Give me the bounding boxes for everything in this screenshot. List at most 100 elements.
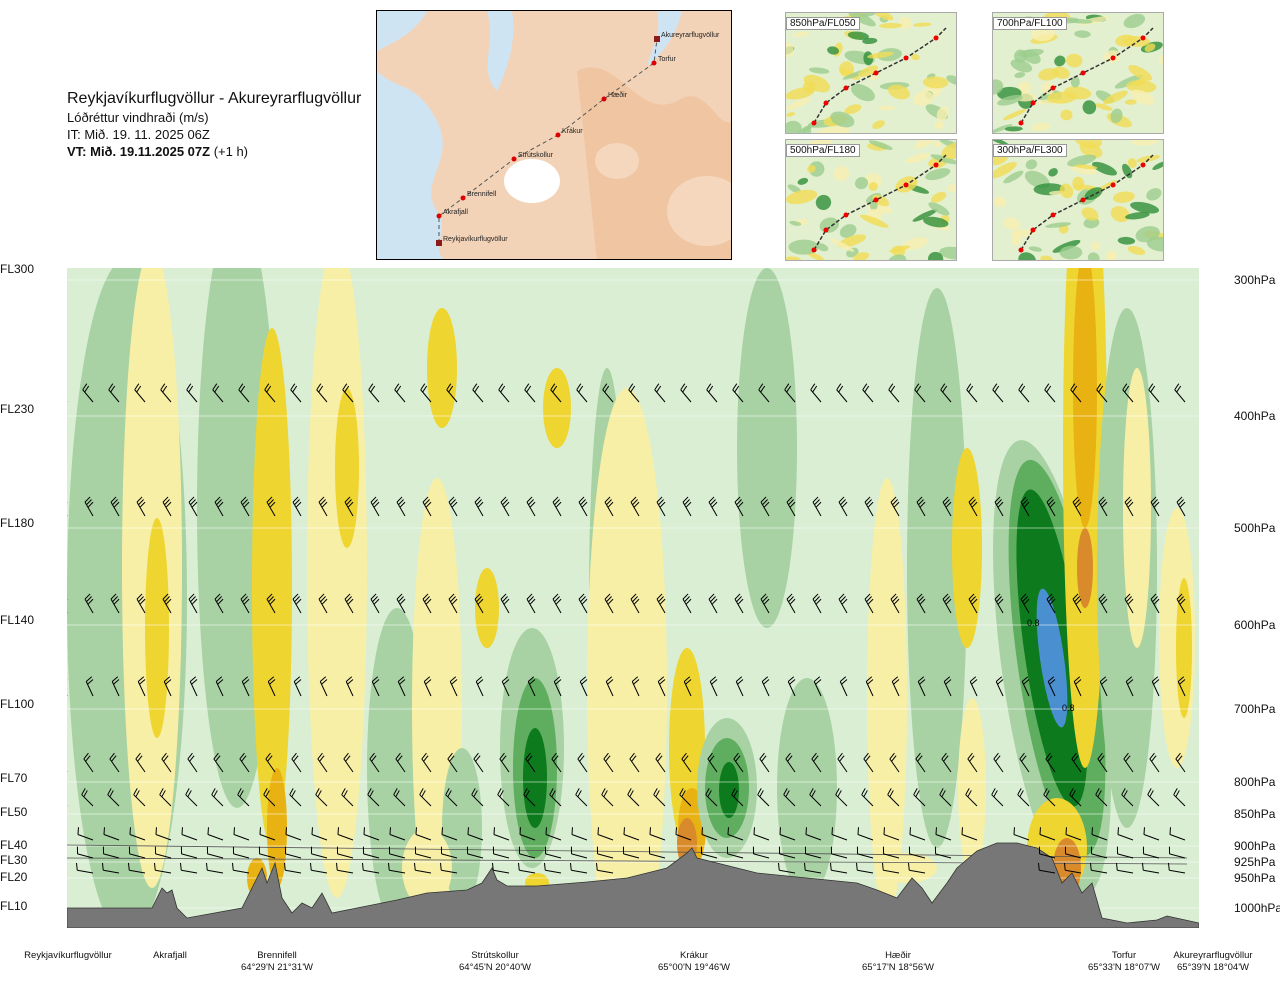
thumb-850[interactable] [785, 12, 957, 134]
wind-barb [942, 593, 952, 614]
wind-barb [810, 383, 822, 403]
map-waypoint-label: Strútskollur [518, 152, 554, 159]
waypoint-coord: 64°29'N 21°31'W [241, 962, 313, 973]
thumb-300[interactable] [992, 139, 1164, 261]
wind-barb [310, 846, 328, 859]
wind-barb [239, 752, 250, 773]
wind-barb [237, 788, 250, 807]
fl-label: FL230 [0, 402, 35, 416]
wind-barb [180, 846, 198, 859]
wind-barb [545, 827, 562, 841]
wind-barb [549, 788, 562, 807]
wind-barb [215, 676, 224, 697]
wind-barb [318, 593, 328, 614]
wind-barb [1064, 846, 1082, 859]
waypoint-name: Akrafjall [153, 950, 187, 961]
hpa-label: 500hPa [1234, 521, 1276, 535]
wind-barb [336, 846, 354, 859]
hpa-label: 600hPa [1234, 618, 1276, 632]
wind-barb [1038, 846, 1056, 859]
wind-barb [628, 383, 640, 403]
wind-barb [706, 383, 718, 403]
wind-barb [491, 862, 510, 874]
wind-barb [604, 593, 614, 614]
wind-barb [370, 593, 380, 614]
wind-barb [759, 752, 770, 773]
wind-barb [622, 846, 640, 859]
wind-barb [1043, 788, 1056, 807]
wind-barb [705, 788, 718, 807]
fl-label: FL140 [0, 613, 35, 627]
wind-barb [681, 752, 692, 773]
vv-contour-region [867, 478, 907, 918]
wind-barb [134, 383, 146, 403]
wind-barb [731, 788, 744, 807]
thumb-700[interactable] [992, 12, 1164, 134]
wind-barb [595, 862, 614, 874]
wind-barb [701, 827, 718, 841]
wind-barb [498, 383, 510, 403]
wind-barb [267, 676, 276, 697]
wind-barb [883, 827, 900, 841]
wind-barb [890, 496, 900, 517]
wind-barb [889, 752, 900, 773]
hpa-label: 950hPa [1234, 871, 1276, 885]
map-waypoint-marker [555, 132, 561, 138]
wind-barb [1167, 862, 1186, 874]
hpa-label: 1000hPa [1234, 901, 1280, 915]
wind-barb [680, 383, 692, 403]
wind-barb [888, 383, 900, 403]
wind-barb [519, 827, 536, 841]
wind-barb [787, 676, 796, 697]
wind-barb [103, 827, 120, 841]
wind-barb [1045, 752, 1056, 773]
wind-barb [492, 846, 510, 859]
wind-barb [544, 846, 562, 859]
wind-barb [934, 846, 952, 859]
valid-time-bold: VT: Mið. 19.11.2025 07Z [67, 144, 211, 159]
wind-barb [231, 862, 250, 874]
map-waypoint-marker [436, 213, 442, 219]
wind-barb [387, 862, 406, 874]
wind-barb [1147, 788, 1160, 807]
wind-barb [316, 383, 328, 403]
wind-barb [291, 752, 302, 773]
vv-contour-region [1073, 268, 1097, 528]
vv-contour-region [1123, 368, 1151, 648]
hpa-label: 300hPa [1234, 273, 1276, 287]
wind-barb [363, 827, 380, 841]
wind-barb [552, 593, 562, 614]
wind-barb [1046, 496, 1056, 517]
wind-barb [1046, 593, 1056, 614]
wind-barb [760, 496, 770, 517]
wind-barb [526, 496, 536, 517]
wind-barb [367, 788, 380, 807]
wind-barb [1176, 496, 1186, 517]
wind-barb [527, 676, 536, 697]
wind-barb [855, 862, 874, 874]
wind-barb [258, 846, 276, 859]
map-waypoint-label: Torfur [658, 56, 677, 63]
wind-barb [1150, 496, 1160, 517]
wind-barb [907, 862, 926, 874]
wind-barb [890, 593, 900, 614]
wind-barb [1124, 496, 1134, 517]
wind-barb [1073, 676, 1082, 697]
hpa-label: 800hPa [1234, 775, 1276, 789]
wind-barb [449, 676, 458, 697]
thumb-500[interactable] [785, 139, 957, 261]
wind-barb [578, 496, 588, 517]
chart-subtitle: Lóðréttur vindhraði (m/s) [67, 110, 209, 125]
wind-barb [649, 827, 666, 841]
wind-barb [81, 788, 94, 807]
wind-barb [882, 846, 900, 859]
wind-barb [205, 862, 224, 874]
wind-barb [394, 383, 406, 403]
wind-barb [309, 862, 328, 874]
wind-barb [865, 676, 874, 697]
wind-barb [575, 788, 588, 807]
wind-barb [240, 496, 250, 517]
wind-barb [179, 862, 198, 874]
waypoint-name: Brennifell [257, 950, 297, 961]
wind-barb [317, 752, 328, 773]
